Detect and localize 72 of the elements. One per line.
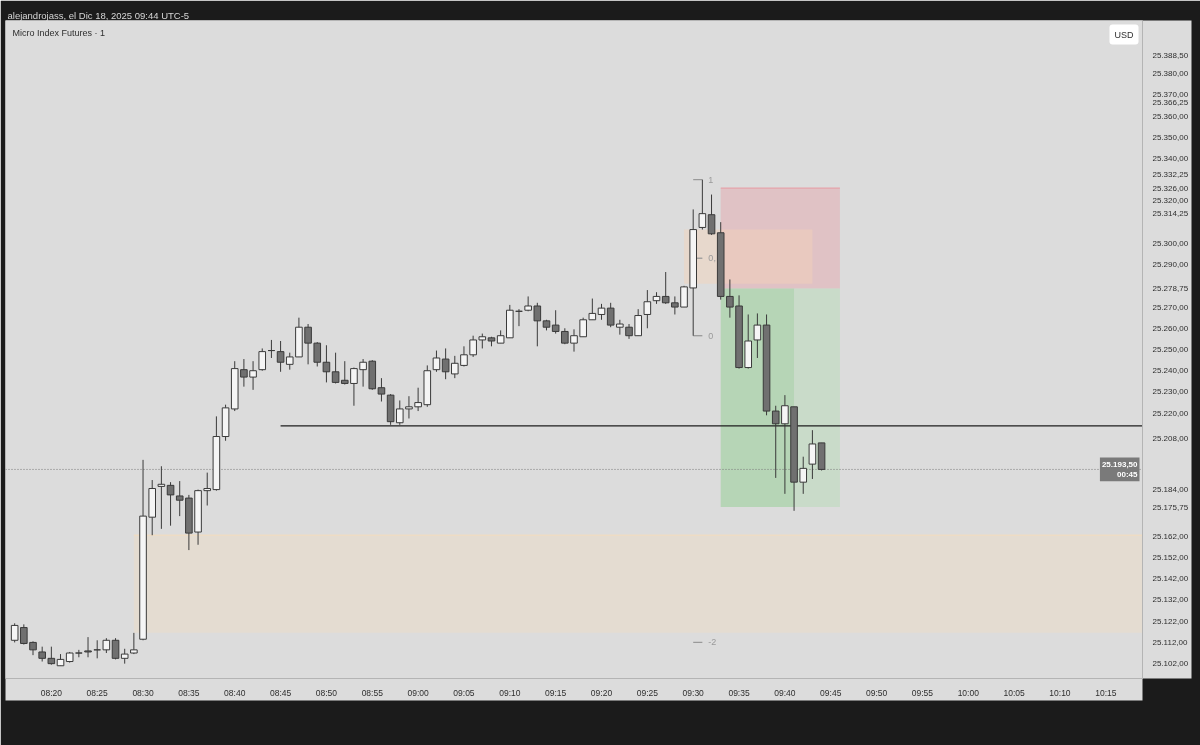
y-tick-label: 25.320,00	[1152, 196, 1189, 206]
x-tick-label: 10:15	[1095, 687, 1117, 698]
y-tick-label: 25.184,00	[1152, 485, 1189, 495]
y-tick-label: 25.250,00	[1152, 345, 1189, 354]
x-tick-label: 09:05	[453, 687, 475, 698]
y-tick-label: 25.208,00	[1152, 434, 1189, 444]
y-tick-label: 25.326,00	[1152, 183, 1189, 193]
x-tick-label: 08:45	[269, 687, 292, 698]
candlestick	[432, 350, 441, 373]
candlestick	[258, 347, 267, 372]
candlestick	[698, 179, 707, 231]
x-tick-label: 08:55	[361, 687, 384, 698]
y-tick-label: 25.332,25	[1152, 170, 1189, 180]
y-tick-label: 25.175,75	[1152, 502, 1189, 512]
x-tick-label: 09:50	[865, 687, 888, 698]
y-tick-label: 25.112,00	[1152, 637, 1189, 647]
y-tick-label: 25.240,00	[1152, 366, 1189, 376]
y-tick-label: 25.360,00	[1152, 111, 1189, 121]
candlestick	[166, 481, 175, 527]
x-tick-label: 09:20	[590, 687, 613, 698]
x-tick-label: 09:35	[728, 687, 750, 698]
series-label: -2	[708, 637, 717, 648]
y-tick-label: 25.314,25	[1152, 208, 1189, 218]
series-label: 0,	[708, 253, 716, 264]
y-tick-label: 25.278,75	[1152, 283, 1189, 293]
x-tick-label: 08:25	[86, 687, 109, 698]
x-tick-label: 09:00	[407, 687, 430, 698]
chart-subtitle: alejandrojass, el Dic 18, 2025 09:44 UTC-5	[7, 9, 190, 21]
x-tick-label: 09:40	[774, 687, 796, 698]
candlestick	[753, 312, 762, 359]
candlestick	[808, 429, 817, 480]
x-tick-label: 09:25	[636, 687, 659, 698]
x-tick-label: 09:10	[499, 687, 521, 698]
y-tick-label: 25.290,00	[1152, 260, 1189, 270]
x-tick-label: 09:15	[545, 687, 567, 698]
y-tick-label: 25.162,00	[1152, 531, 1189, 541]
x-tick-label: 09:55	[911, 687, 934, 698]
x-tick-label: 10:00	[957, 687, 980, 698]
x-tick-label: 09:30	[682, 687, 705, 698]
candlestick	[643, 289, 652, 329]
y-axis-title: USD	[1114, 29, 1134, 40]
x-tick-label: 08:40	[224, 687, 246, 698]
x-tick-label: 10:10	[1049, 687, 1071, 698]
x-tick-label: 08:30	[132, 687, 154, 698]
y-tick-label: 25.270,00	[1152, 302, 1189, 312]
y-tick-label: 25.380,00	[1152, 69, 1189, 79]
y-tick-label: 25.260,00	[1152, 323, 1189, 333]
y-tick-label: 25.388,50	[1152, 51, 1189, 61]
y-tick-label: 25.300,00	[1152, 238, 1189, 248]
series-label: 1	[708, 174, 714, 185]
y-tick-label: 25.142,00	[1152, 574, 1189, 584]
x-tick-label: 08:20	[40, 687, 63, 698]
y-tick-label: 25.152,00	[1152, 553, 1189, 563]
candlestick	[75, 649, 83, 658]
y-tick-label: 25.340,00	[1152, 153, 1189, 163]
x-tick-label: 08:50	[315, 687, 338, 698]
y-tick-label: 25.366,25	[1152, 98, 1189, 108]
y-tick-label: 25.230,00	[1152, 387, 1189, 397]
candlestick	[84, 636, 92, 658]
x-tick-label: 10:05	[1003, 687, 1026, 698]
candlestick	[707, 194, 716, 236]
y-tick-label: 25.370,00	[1152, 90, 1189, 100]
ref-line-label: 25.193,50 00:45	[1101, 459, 1139, 480]
text: Micro Index Futures · 1	[12, 27, 106, 38]
y-tick-label: 25.122,00	[1152, 616, 1189, 626]
x-tick-label: 09:45	[820, 687, 842, 698]
candlestick	[157, 465, 166, 530]
y-tick-label: 25.102,00	[1152, 659, 1189, 669]
y-tick-label: 25.220,00	[1152, 408, 1189, 418]
y-tick-label: 25.132,00	[1152, 595, 1189, 605]
x-tick-label: 08:35	[178, 687, 200, 698]
y-tick-label: 25.350,00	[1152, 132, 1189, 142]
